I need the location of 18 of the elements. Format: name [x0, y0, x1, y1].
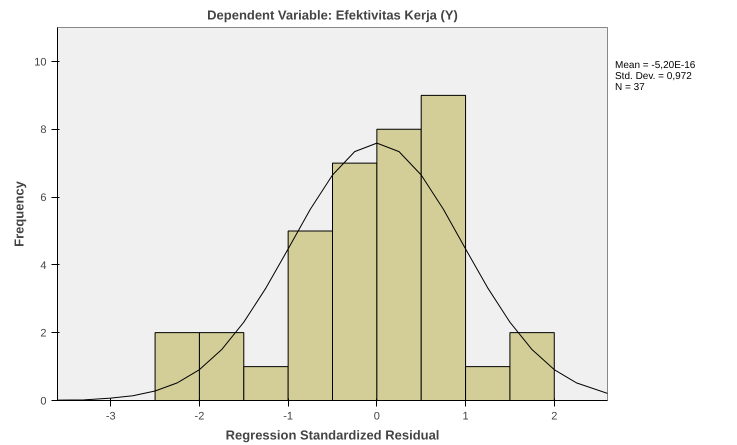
- y-tick-label: 8: [40, 124, 47, 136]
- text: Mean = -5,20E-16: [615, 60, 696, 71]
- x-axis-title: Regression Standardized Residual: [226, 428, 440, 442]
- text: N = 37: [615, 82, 645, 93]
- y-tick-label: 2: [40, 328, 47, 340]
- y-tick-label: 10: [34, 56, 47, 68]
- y-tick-label: 6: [40, 192, 47, 204]
- x-tick-label: -2: [194, 410, 204, 422]
- y-tick-label: 0: [40, 396, 47, 408]
- x-tick-label: -3: [106, 410, 116, 422]
- chart-title: Dependent Variable: Efektivitas Kerja (Y): [207, 8, 458, 22]
- y-tick-label: 4: [40, 260, 47, 272]
- text: Std. Dev. = 0,972: [615, 71, 692, 82]
- x-tick-label: 1: [462, 410, 469, 422]
- y-axis-title: Frequency: [11, 180, 26, 247]
- x-tick-label: -1: [283, 410, 294, 422]
- x-tick-label: 2: [551, 410, 558, 422]
- x-tick-label: 0: [374, 410, 380, 422]
